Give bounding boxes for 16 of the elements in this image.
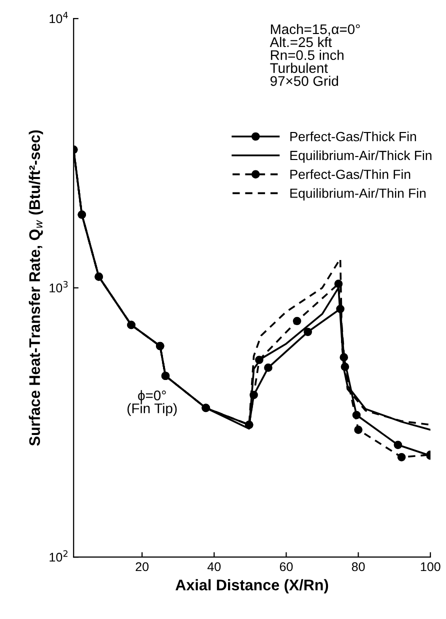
annotation: Mach=15,α=0° Alt.=25 kft Rn=0.5 inch Turbulent 97×50 Grid xyxy=(270,24,360,86)
y-tick-label: 10$^{2}$ xyxy=(50,550,68,562)
y-tick-label: 10$^{4}$ xyxy=(50,12,68,24)
annotation: ϕ=0° (Fin Tip) xyxy=(127,390,177,416)
x-tick-label: 40 xyxy=(207,562,221,572)
x-tick-label: 60 xyxy=(280,562,293,572)
y-axis-title: Surface Heat-Transfer Rate, Q$_{w}$ (Btu/ft²-sec) xyxy=(28,130,44,446)
y-tick-label: 10$^{3}$ xyxy=(50,280,68,292)
x-tick-label: 100 xyxy=(420,562,440,572)
legend-label: Equilibrium-Air/Thin Fin xyxy=(290,188,426,201)
legend-label: Perfect-Gas/Thick Fin xyxy=(290,132,416,142)
legend-label: Equilibrium-Air/Thick Fin xyxy=(290,150,432,163)
legend-label: Perfect-Gas/Thin Fin xyxy=(290,169,410,180)
x-tick-label: 20 xyxy=(136,562,149,572)
x-tick-label: 80 xyxy=(352,562,365,572)
x-axis-title: Axial Distance (X/Rn) xyxy=(176,579,328,594)
